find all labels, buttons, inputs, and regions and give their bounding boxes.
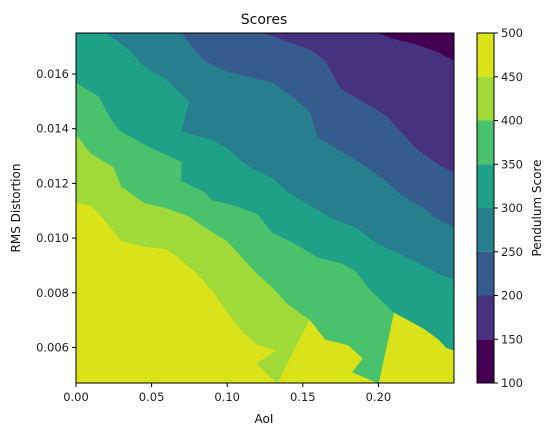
- y-tick-label: 0.010: [36, 231, 69, 245]
- y-tick-label: 0.014: [36, 122, 69, 136]
- colorbar-segment: [477, 251, 494, 296]
- y-tick-label: 0.012: [36, 176, 69, 190]
- colorbar-tick-label: 450: [501, 70, 523, 84]
- colorbar-tick-label: 300: [501, 201, 523, 215]
- colorbar-segment: [477, 76, 494, 121]
- colorbar-segment: [477, 295, 494, 340]
- colorbar-tick-label: 350: [501, 157, 523, 171]
- x-tick-label: 0.10: [214, 390, 240, 404]
- colorbar-segment: [477, 339, 494, 383]
- chart-title: Scores: [241, 12, 288, 28]
- colorbar: 100 150 200 250 300 350 400 450 500: [476, 26, 523, 390]
- y-axis-title: RMS Distortion: [9, 164, 23, 253]
- colorbar-tick-label: 200: [501, 289, 523, 303]
- colorbar-tick-label: 100: [501, 376, 523, 390]
- x-tick-label: 0.05: [139, 390, 165, 404]
- x-tick-label: 0.20: [366, 390, 392, 404]
- colorbar-title: Pendulum Score: [530, 159, 544, 256]
- colorbar-segment: [477, 120, 494, 165]
- colorbar-tick-label: 400: [501, 114, 523, 128]
- colorbar-tick-label: 150: [501, 332, 523, 346]
- x-tick-label: 0.15: [290, 390, 316, 404]
- colorbar-segment: [477, 208, 494, 252]
- contour-band-200: [264, 32, 455, 174]
- x-axis-ticks: 0.00 0.05 0.10 0.15 0.20: [63, 383, 391, 404]
- y-tick-label: 0.006: [36, 340, 69, 354]
- colorbar-segment: [477, 33, 494, 77]
- colorbar-tick-label: 500: [501, 26, 523, 40]
- plot-frame: [75, 32, 455, 384]
- y-axis-ticks: 0.006 0.008 0.010 0.012 0.014 0.016: [36, 67, 76, 354]
- colorbar-segment: [477, 164, 494, 208]
- colorbar-tick-label: 250: [501, 245, 523, 259]
- y-tick-label: 0.008: [36, 286, 69, 300]
- y-tick-label: 0.016: [36, 67, 69, 81]
- plot-area: [75, 32, 455, 384]
- x-tick-label: 0.00: [63, 390, 89, 404]
- x-axis-title: AoI: [255, 412, 274, 426]
